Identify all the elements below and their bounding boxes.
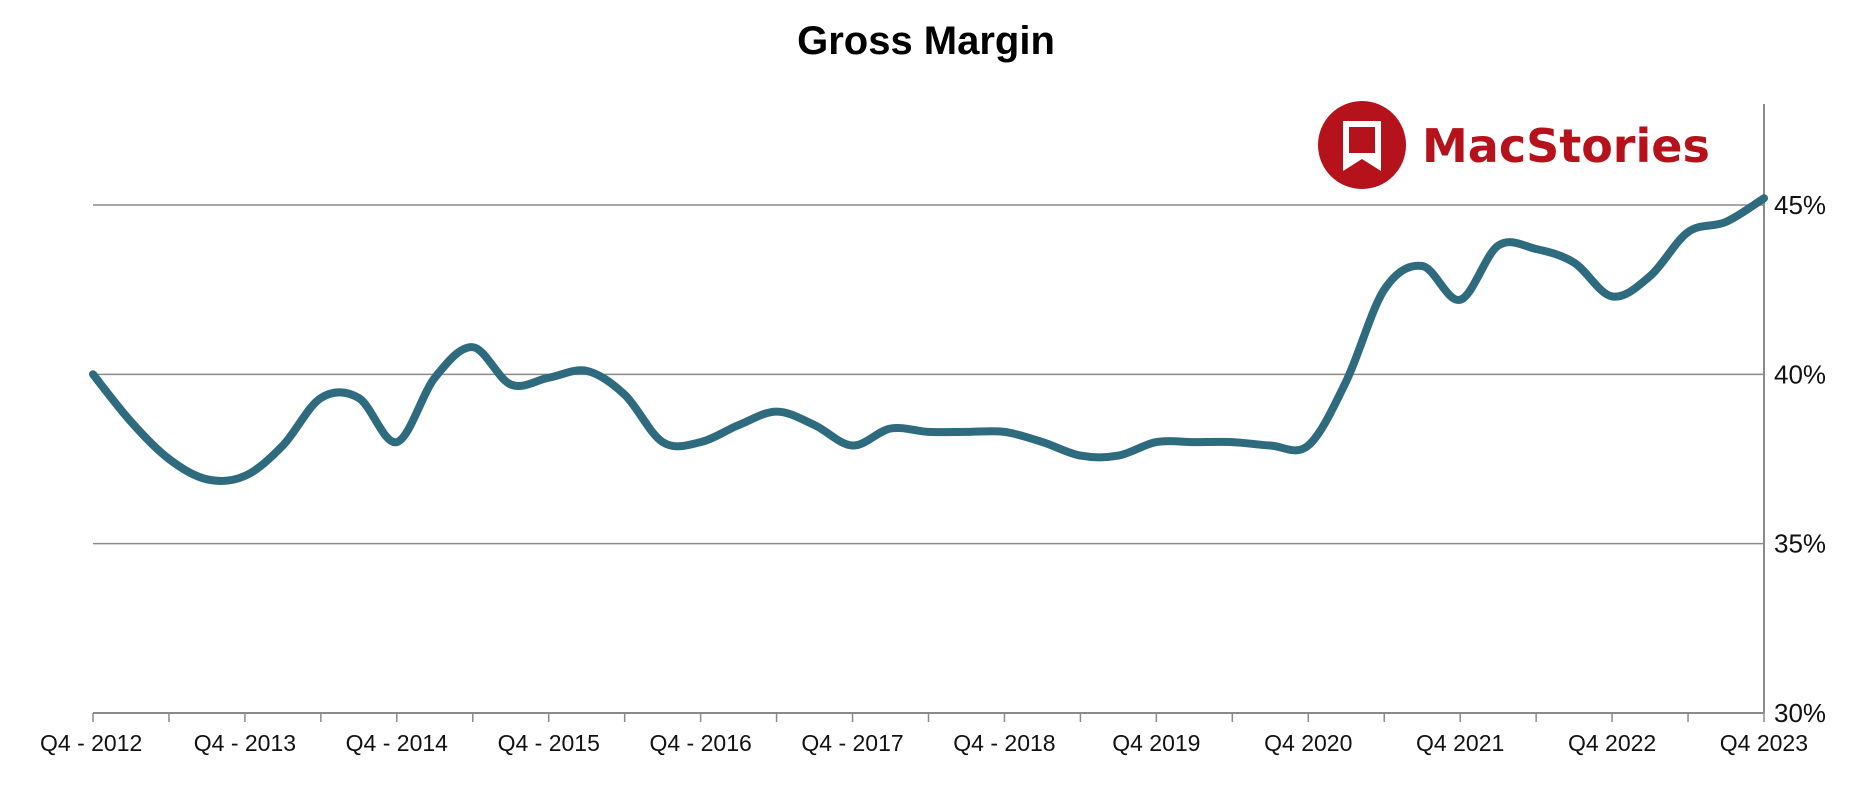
data-point xyxy=(433,376,437,380)
x-tick-label: Q4 2023 xyxy=(1720,730,1808,756)
data-point xyxy=(775,410,779,414)
data-point xyxy=(1572,261,1576,265)
data-point xyxy=(1420,264,1424,268)
y-tick-label: 35% xyxy=(1774,529,1826,559)
x-tick-labels: Q4 - 2012 Q4 - 2013 Q4 - 2014 Q4 - 2015 Q4 -… xyxy=(40,730,1808,756)
data-point xyxy=(889,427,893,431)
data-point xyxy=(1458,298,1462,302)
data-point xyxy=(1762,196,1766,200)
data-point xyxy=(851,443,855,447)
data-point xyxy=(1078,454,1082,458)
y-tick-label: 40% xyxy=(1774,359,1826,389)
x-tick-label: Q4 2021 xyxy=(1416,730,1504,756)
data-point xyxy=(1154,440,1158,444)
y-tick-labels: 30% 35% 40% 45% xyxy=(1774,190,1826,728)
data-point xyxy=(1648,274,1652,278)
axes xyxy=(92,104,1765,722)
data-point xyxy=(281,443,285,447)
chart-title: Gross Margin xyxy=(797,19,1055,63)
data-point xyxy=(661,440,665,444)
x-tick-label: Q4 2022 xyxy=(1568,730,1656,756)
x-tick-label: Q4 2019 xyxy=(1112,730,1200,756)
data-point xyxy=(1306,443,1310,447)
x-tick-label: Q4 - 2018 xyxy=(953,730,1055,756)
data-point xyxy=(1686,230,1690,234)
brand-name: MacStories xyxy=(1422,119,1710,173)
data-point xyxy=(205,477,209,481)
data-point xyxy=(319,396,323,400)
data-point xyxy=(547,376,551,380)
data-point xyxy=(243,474,247,478)
data-point xyxy=(1496,244,1500,248)
bookmark-inner-icon xyxy=(1349,127,1375,153)
data-point xyxy=(737,423,741,427)
x-tick-label: Q4 - 2016 xyxy=(649,730,751,756)
macstories-logo: MacStories xyxy=(1318,101,1710,189)
x-tick-label: Q4 - 2012 xyxy=(40,730,142,756)
data-point xyxy=(1382,288,1386,292)
gross-margin-line xyxy=(89,194,1768,485)
data-point xyxy=(927,430,931,434)
data-point xyxy=(1534,247,1538,251)
data-point xyxy=(395,440,399,444)
data-point xyxy=(1192,440,1196,444)
x-tick-label: Q4 - 2015 xyxy=(498,730,600,756)
gridlines xyxy=(93,204,1764,545)
series-layer xyxy=(89,194,1768,485)
y-tick-label: 45% xyxy=(1774,190,1826,220)
data-point xyxy=(964,430,968,434)
data-point xyxy=(1230,440,1234,444)
data-point xyxy=(1268,443,1272,447)
data-point xyxy=(129,420,133,424)
data-point xyxy=(1002,430,1006,434)
data-point xyxy=(91,372,95,376)
data-point xyxy=(167,457,171,461)
data-point xyxy=(813,423,817,427)
x-tick-label: Q4 - 2017 xyxy=(801,730,903,756)
x-tick-label: Q4 - 2013 xyxy=(194,730,296,756)
data-point xyxy=(623,393,627,397)
data-point xyxy=(1610,294,1614,298)
data-point xyxy=(1724,220,1728,224)
data-point xyxy=(1116,454,1120,458)
data-point xyxy=(1040,440,1044,444)
data-point xyxy=(1344,379,1348,383)
data-point xyxy=(509,382,513,386)
y-tick-label: 30% xyxy=(1774,698,1826,728)
data-point xyxy=(471,345,475,349)
data-point xyxy=(699,440,703,444)
x-tick-label: Q4 2020 xyxy=(1264,730,1352,756)
data-point xyxy=(585,369,589,373)
data-point xyxy=(357,396,361,400)
x-tick-label: Q4 - 2014 xyxy=(346,730,448,756)
